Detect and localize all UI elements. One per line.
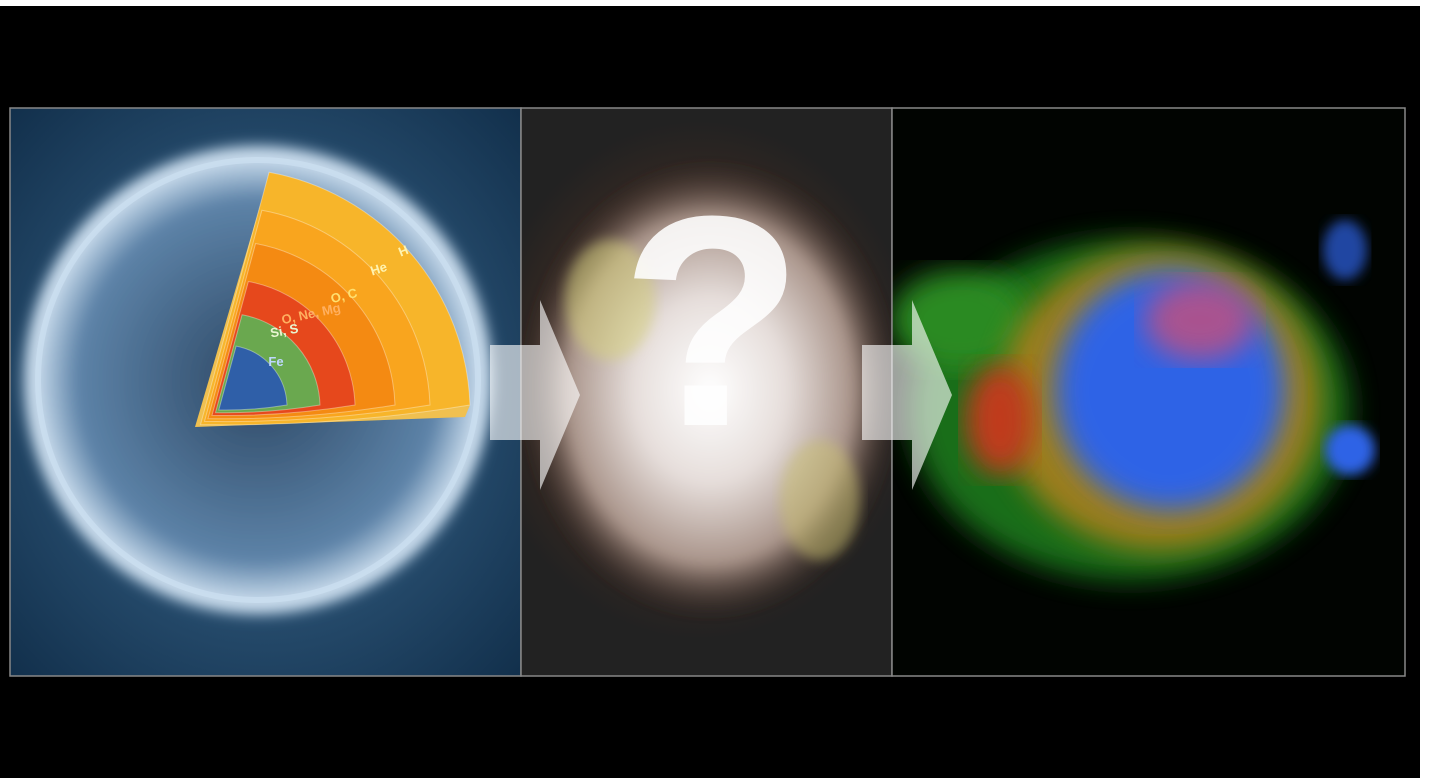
- layer-label: Si, S: [269, 321, 300, 341]
- layer-label: O, C: [329, 285, 359, 306]
- layer-label: Fe: [268, 354, 283, 369]
- layer-label: He: [368, 259, 388, 278]
- edge: [0, 0, 1430, 6]
- arrow: [490, 300, 580, 490]
- panel-explosion: ?: [521, 108, 892, 676]
- question-mark: ?: [620, 153, 803, 489]
- edge: [1420, 0, 1430, 778]
- core-layer: [218, 345, 288, 411]
- arrow: [862, 300, 952, 490]
- panel-remnant: [892, 108, 1405, 676]
